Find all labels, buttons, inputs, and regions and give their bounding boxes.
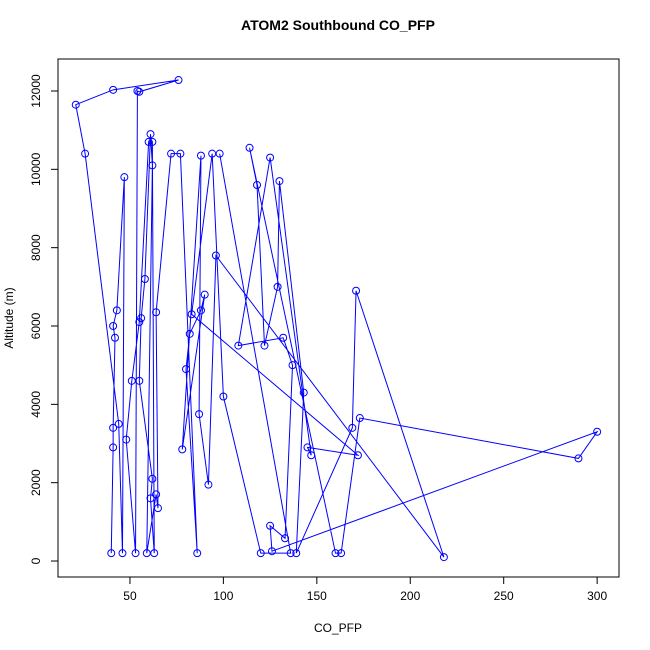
data-point	[153, 504, 162, 513]
data-point	[196, 151, 205, 160]
data-point	[178, 445, 187, 454]
x-tick-label: 200	[400, 589, 420, 603]
data-point	[303, 443, 312, 452]
data-point	[182, 365, 191, 374]
data-point	[146, 130, 155, 139]
data-point	[196, 306, 205, 315]
data-point	[109, 85, 118, 94]
data-point	[337, 549, 346, 558]
data-point	[253, 181, 262, 190]
data-point	[219, 392, 228, 401]
data-point	[148, 474, 157, 483]
data-point	[167, 149, 176, 158]
data-point	[142, 549, 151, 558]
data-point	[234, 341, 243, 350]
y-tick-label: 6000	[29, 312, 43, 339]
data-point	[135, 376, 144, 385]
data-point	[109, 443, 118, 452]
x-tick-label: 50	[123, 589, 137, 603]
data-point	[574, 454, 583, 463]
data-point	[120, 173, 129, 182]
data-point	[211, 251, 220, 260]
data-point	[131, 549, 140, 558]
data-point	[137, 314, 146, 323]
x-tick-label: 250	[494, 589, 514, 603]
data-point	[122, 435, 131, 444]
data-point	[185, 329, 194, 338]
y-tick-label: 4000	[29, 391, 43, 418]
y-tick-label: 10000	[29, 152, 43, 186]
y-tick-label: 0	[29, 557, 43, 564]
data-point	[148, 161, 157, 170]
data-point	[355, 414, 364, 423]
data-point	[273, 282, 282, 291]
data-point	[266, 521, 275, 530]
y-tick-label: 2000	[29, 469, 43, 496]
data-point	[200, 290, 209, 299]
data-point	[286, 549, 295, 558]
data-point	[118, 549, 127, 558]
data-point	[299, 388, 308, 397]
data-point	[174, 76, 183, 85]
data-point	[114, 419, 123, 428]
data-point	[266, 153, 275, 162]
chart-title: ATOM2 Southbound CO_PFP	[241, 17, 435, 33]
y-tick-label: 12000	[29, 74, 43, 108]
data-point	[176, 149, 185, 158]
data-point	[107, 549, 116, 558]
data-point	[71, 100, 80, 109]
data-point	[146, 494, 155, 503]
series-line	[75, 79, 599, 558]
data-point	[331, 549, 340, 558]
data-point	[110, 333, 119, 342]
data-point	[148, 137, 157, 146]
x-tick-label: 100	[213, 589, 233, 603]
data-point	[135, 318, 144, 327]
data-point	[348, 423, 357, 432]
data-point	[281, 534, 290, 543]
data-point	[593, 427, 602, 436]
data-point	[353, 451, 362, 460]
data-point	[193, 549, 202, 558]
data-point	[140, 275, 149, 284]
x-axis-label: CO_PFP	[314, 621, 362, 635]
data-point	[152, 308, 161, 317]
x-tick-label: 300	[587, 589, 607, 603]
data-point	[439, 553, 448, 562]
data-point	[245, 143, 254, 152]
data-point	[215, 149, 224, 158]
data-point	[109, 423, 118, 432]
data-point	[260, 341, 269, 350]
data-point	[195, 410, 204, 419]
y-tick-label: 8000	[29, 234, 43, 261]
data-point	[133, 87, 142, 96]
plot-frame	[57, 58, 620, 578]
data-point	[288, 361, 297, 370]
data-point	[204, 480, 213, 489]
data-point	[307, 451, 316, 460]
y-axis-label: Altitude (m)	[2, 287, 16, 348]
data-point	[279, 333, 288, 342]
data-point	[152, 490, 161, 499]
data-point	[187, 310, 196, 319]
data-point	[109, 322, 118, 331]
data-point	[256, 549, 265, 558]
data-point	[81, 149, 90, 158]
x-tick-label: 150	[307, 589, 327, 603]
data-point	[292, 549, 301, 558]
data-point	[112, 306, 121, 315]
data-point	[267, 547, 276, 556]
data-point	[275, 177, 284, 186]
data-point	[144, 137, 153, 146]
data-point	[352, 286, 361, 295]
